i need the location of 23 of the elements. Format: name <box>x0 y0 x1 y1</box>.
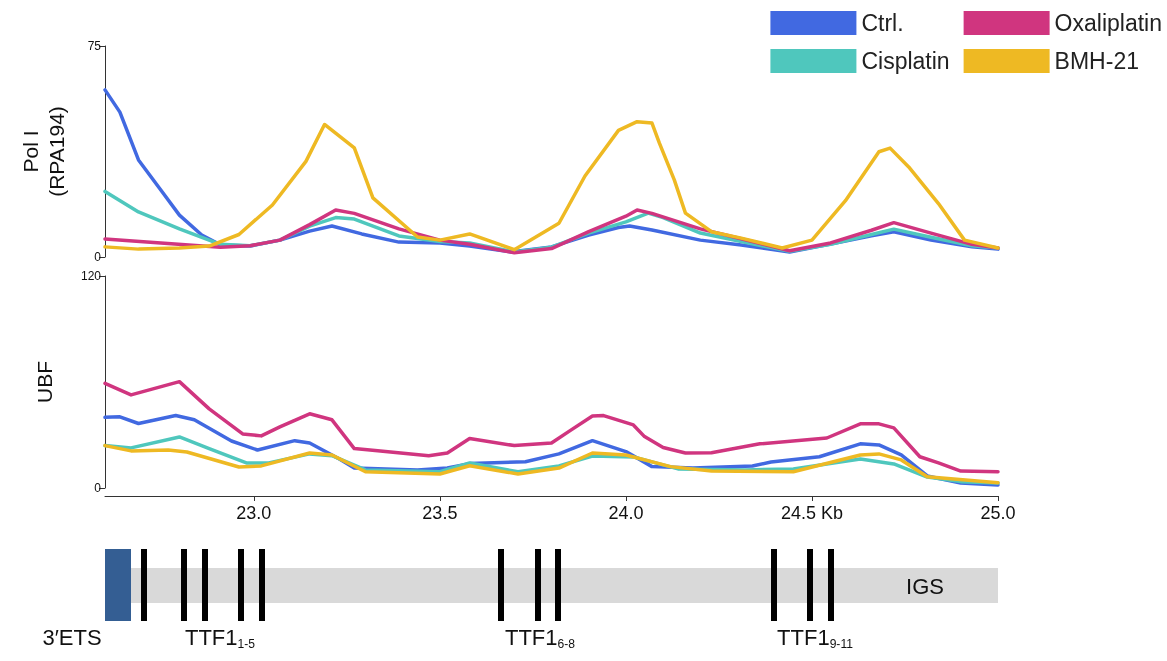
y-axis-title: Pol I (RPA194) <box>18 106 68 197</box>
y-tick-label: 0 <box>94 250 102 264</box>
legend-label: BMH-21 <box>1054 48 1139 74</box>
text: TTF1$_{9-11}$ <box>777 625 854 651</box>
legend-label: Ctrl. <box>861 10 904 36</box>
x-tick-label: 23.5 <box>422 503 458 523</box>
legend-label: Oxaliplatin <box>1054 10 1162 36</box>
text: TTF1$_{6-8}$ <box>504 625 576 651</box>
x-tick-label: 23.0 <box>236 503 272 523</box>
text: 3′ETS <box>42 625 102 650</box>
y-tick-label: 0 <box>94 481 102 495</box>
x-tick-label: 25.0 <box>980 503 1016 523</box>
y-tick-label: 120 <box>80 269 102 283</box>
y-tick-label: 75 <box>87 39 102 53</box>
line-series <box>103 119 1000 252</box>
text: IGS <box>906 574 944 599</box>
x-tick-label: 24.5 Kb <box>780 503 843 523</box>
legend-label: Cisplatin <box>861 48 950 74</box>
line-series <box>103 379 1000 474</box>
line-series <box>103 443 1000 485</box>
x-tick-label: 24.0 <box>608 503 644 523</box>
y-axis-title: UBF <box>32 361 56 403</box>
text: TTF1$_{1-5}$ <box>184 625 256 651</box>
